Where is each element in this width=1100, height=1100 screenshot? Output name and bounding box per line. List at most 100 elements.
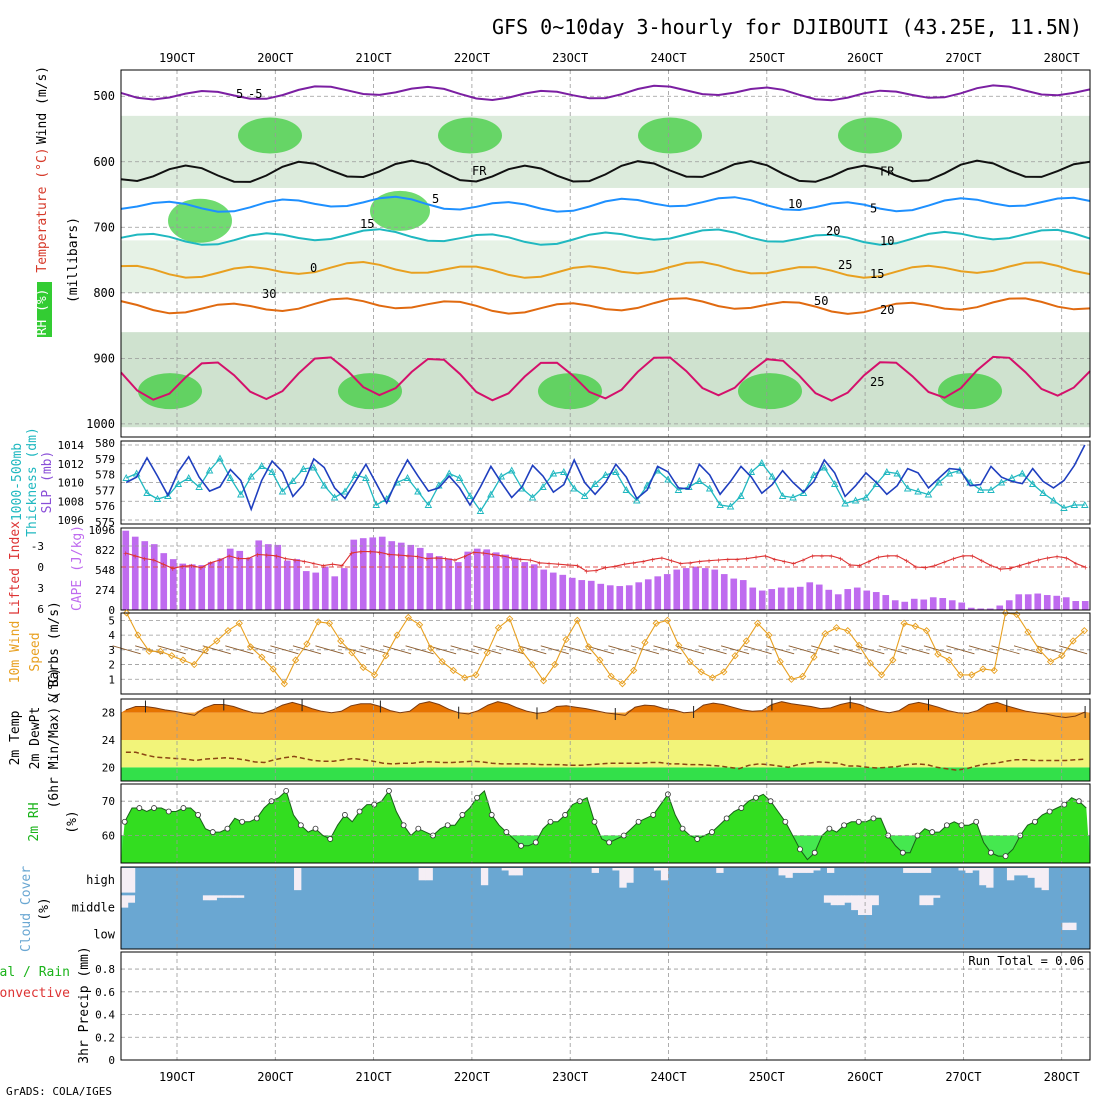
li-point: + — [932, 562, 937, 571]
thickness-point — [1039, 489, 1047, 496]
upper-ylabel-rh: RH (%) — [35, 289, 50, 336]
date-tick-label: 20OCT — [257, 1070, 293, 1084]
li-point: + — [857, 562, 862, 571]
wind-barb — [653, 645, 682, 655]
wind-barb — [112, 645, 141, 655]
thickness-point — [841, 499, 849, 507]
rh-area — [121, 790, 1090, 863]
rh-point — [899, 849, 906, 856]
thickness-point — [455, 474, 464, 481]
cloud-high-bar — [480, 868, 489, 886]
cloud-middle-bar — [926, 895, 934, 906]
wind-ylabel: Speed — [28, 632, 43, 671]
li-point: + — [885, 552, 890, 561]
wind-speed-point — [630, 666, 638, 675]
date-axis-top: 19OCT 20OCT 21OCT 22OCT 23OCT 24OCT 25OCT 26OCT… — [159, 51, 1080, 65]
cloud-high-bar — [127, 868, 136, 893]
wind-barb — [991, 645, 1020, 655]
cloud-high-bar — [716, 868, 724, 873]
thickness-point — [466, 492, 474, 499]
wind-barb — [901, 645, 930, 655]
li-point: + — [810, 552, 815, 561]
pressure-tick-label: 1000 — [86, 417, 115, 431]
wind-speed-point — [303, 640, 311, 648]
cloud-high-bar — [1027, 868, 1036, 878]
precip-ylabel-total: Total / Rain — [0, 965, 70, 980]
wind10m-panel: 5 4 3 21 10m Wind Speed & Barbs (m/s) — [8, 601, 1091, 703]
thickness-point — [1070, 501, 1079, 508]
cloud-high-bar — [903, 868, 911, 873]
wind-speed-point — [370, 671, 379, 679]
cloud-middle-bar — [871, 895, 879, 906]
thickness-tick-label: 577 — [95, 484, 115, 497]
li-point: + — [255, 550, 260, 559]
cloud-middle-bar — [209, 895, 217, 901]
thickness-point — [580, 492, 589, 499]
li-point: + — [838, 555, 843, 564]
cape-bar — [302, 571, 310, 610]
li-point: + — [180, 562, 185, 571]
thickness-point — [487, 490, 495, 498]
cape-bar — [540, 569, 548, 610]
isotherm-label: 15 — [870, 267, 884, 281]
date-tick-label: 28OCT — [1044, 51, 1080, 65]
thickness-point — [216, 454, 224, 462]
cape-bar — [236, 550, 244, 610]
wind-speed-point — [122, 609, 131, 617]
cape-bar — [673, 569, 681, 610]
cloud-middle-bar — [127, 895, 136, 903]
li-point: + — [415, 553, 420, 562]
rh-shade-band — [121, 332, 1090, 428]
wind-speed-point — [686, 657, 694, 666]
wind-speed-point — [945, 656, 953, 664]
rh-moist-area — [438, 117, 502, 154]
li-tick-label: 0 — [37, 561, 44, 574]
cloud-high-bar — [958, 868, 966, 871]
cape-bar — [1024, 594, 1032, 610]
li-point: + — [998, 565, 1003, 574]
cape-bar — [169, 559, 177, 610]
li-point: + — [744, 555, 749, 564]
li-point: + — [246, 555, 251, 564]
cloud-high-bar — [501, 868, 509, 871]
wind-speed-point — [528, 660, 536, 669]
wind-ylabel: 10m Wind — [8, 621, 23, 684]
thickness-point — [820, 463, 829, 471]
wind-barb — [1036, 645, 1065, 655]
li-point: + — [1073, 560, 1078, 569]
cape-bar — [587, 580, 595, 610]
cape-bar — [141, 541, 149, 610]
wind-speed-point — [483, 649, 491, 657]
wind-speed-point — [292, 656, 300, 664]
li-point: + — [406, 552, 411, 561]
rh-point — [518, 842, 524, 849]
precip-panel: 0.8 0.6 0.4 0.2 0 Run Total = 0.06 Total / Rai… — [0, 946, 1091, 1067]
slp-tick-label: 1008 — [58, 495, 85, 508]
thickness-point — [424, 501, 433, 508]
cloud-high-bar — [778, 868, 786, 876]
li-point: + — [443, 555, 448, 564]
li-point: + — [481, 549, 486, 558]
wind-barb — [563, 645, 592, 655]
pressure-tick-label: 500 — [93, 89, 115, 103]
temp-ylabel: (6hr Min/Max) (°C) — [47, 668, 62, 809]
rh-point — [253, 815, 260, 822]
rh-point — [297, 822, 304, 829]
temp-line — [125, 701, 1086, 719]
cape-bar — [198, 565, 206, 610]
cloud-high-bar — [1013, 868, 1022, 876]
cloud-high-bar — [916, 868, 925, 873]
cape-bar — [872, 592, 880, 610]
thickness-point — [997, 478, 1006, 486]
thickness-point — [549, 469, 558, 477]
li-point: + — [396, 551, 401, 560]
temp2m-panel: 28 24 20 2m Temp 2m DewPt (6hr Min/Max) (°C) — [8, 668, 1091, 809]
rh-point — [1061, 801, 1068, 808]
date-tick-label: 20OCT — [257, 51, 293, 65]
thickness-ylabel: Thickness (dm) — [25, 427, 40, 537]
date-tick-label: 25OCT — [749, 51, 785, 65]
cape-bar — [1072, 601, 1080, 610]
thickness-point — [747, 468, 756, 475]
li-point: + — [208, 559, 213, 568]
thickness-point — [1060, 504, 1068, 511]
